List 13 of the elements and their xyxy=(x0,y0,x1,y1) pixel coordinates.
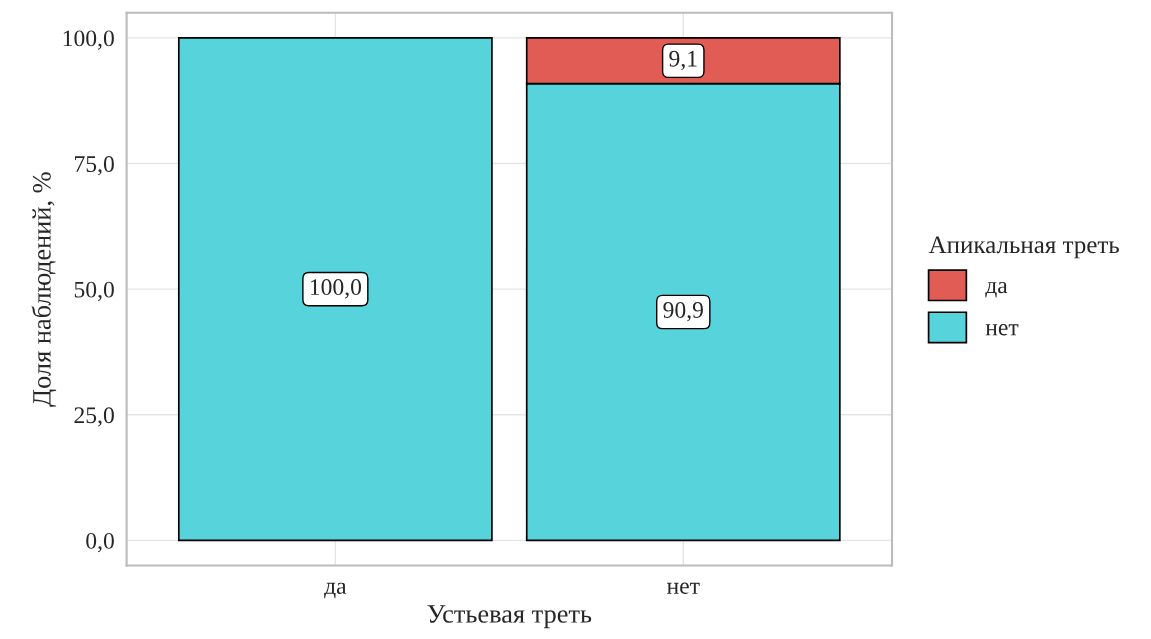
legend-title: Апикальная треть xyxy=(928,236,1119,259)
x-axis-title: Устьевая треть xyxy=(427,605,592,629)
y-tick-label: 50,0 xyxy=(74,281,114,301)
legend-label: нет xyxy=(985,324,1019,336)
y-tick-label: 75,0 xyxy=(75,156,114,176)
data-label: 100,0 xyxy=(310,279,362,299)
y-tick-label: 25,0 xyxy=(74,407,114,427)
data-label: 90,9 xyxy=(663,301,703,322)
y-tick-label: 0,0 xyxy=(86,532,114,553)
y-axis-title: Доля наблюдений, % xyxy=(31,172,57,407)
y-tick-label: 100,0 xyxy=(63,30,114,50)
legend-label: да xyxy=(985,281,1008,298)
data-label: 9,1 xyxy=(669,50,697,71)
